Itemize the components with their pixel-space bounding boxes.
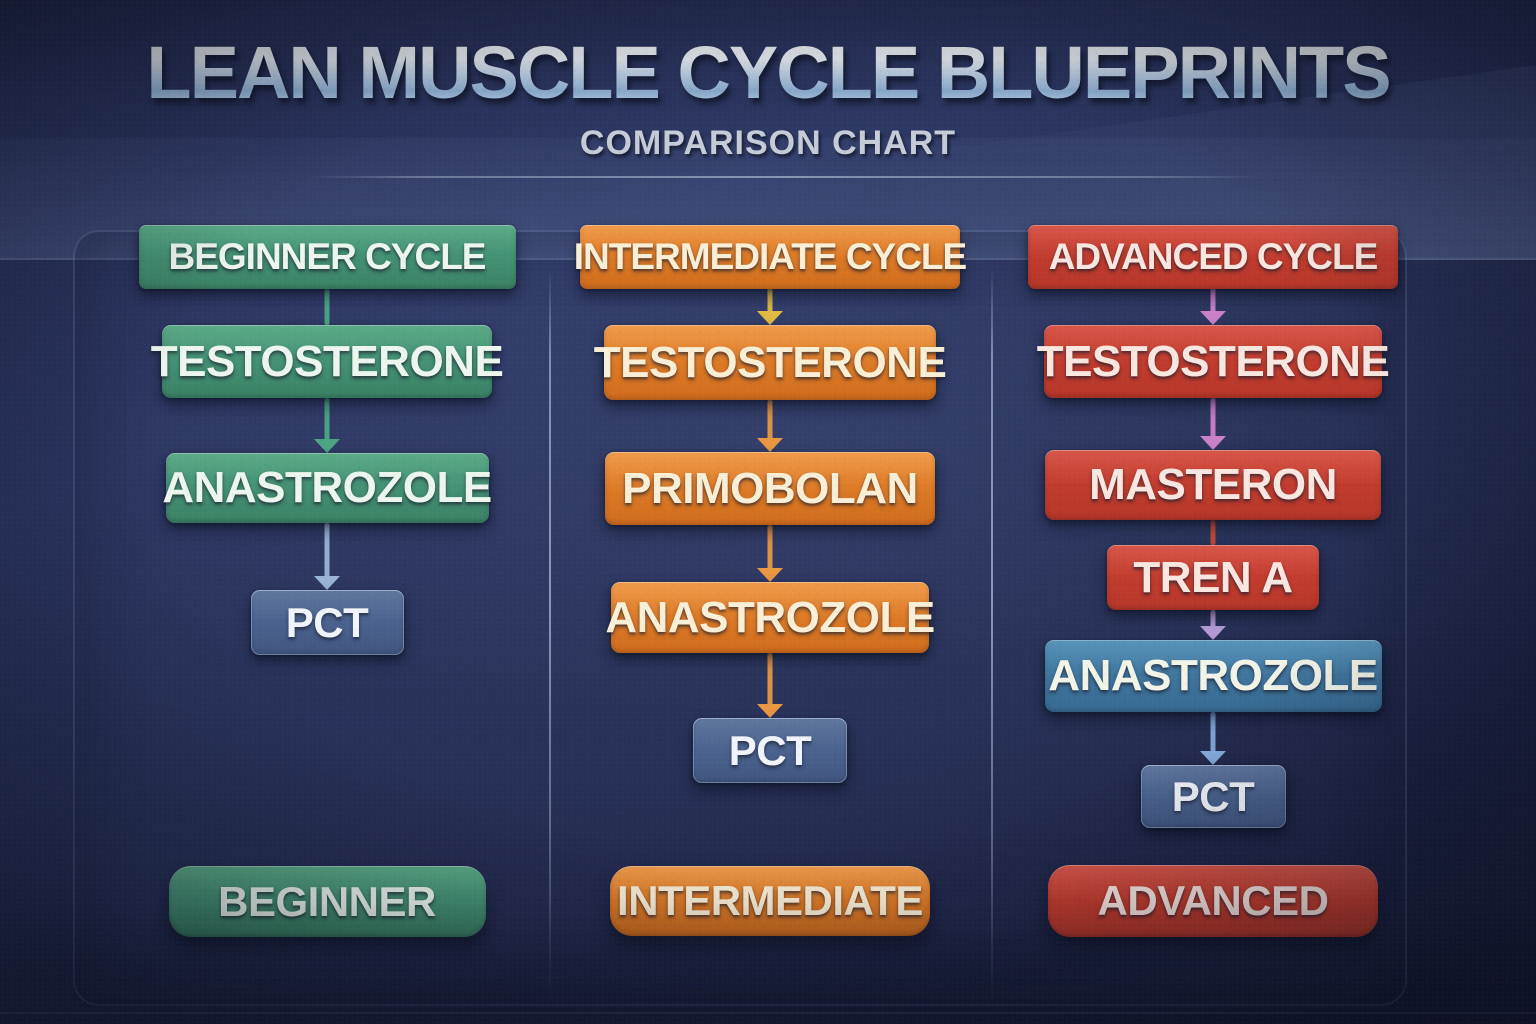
advanced-step-anastrozole: ANASTROZOLE (1044, 640, 1382, 712)
arrow-stem (324, 523, 330, 579)
beginner-down-arrow-icon-3 (314, 523, 340, 590)
arrow-stem (767, 653, 773, 707)
advanced-down-arrow-icon-5 (1200, 712, 1226, 765)
intermediate-step-testosterone: TESTOSTERONE (594, 325, 947, 400)
advanced-down-arrow-icon-4 (1200, 610, 1226, 640)
advanced-down-arrow-icon-3 (1200, 520, 1226, 545)
intermediate-step-anastrozole: ANASTROZOLE (605, 582, 935, 653)
intermediate-header: INTERMEDIATE CYCLE (574, 225, 967, 289)
arrow-stem (767, 400, 773, 441)
intermediate-step-primobolan: PRIMOBOLAN (605, 452, 935, 525)
page-title: LEAN MUSCLE CYCLE BLUEPRINTS (0, 30, 1536, 115)
intermediate-down-arrow-icon-2 (757, 400, 783, 452)
title-divider-line (310, 176, 1260, 178)
intermediate-down-arrow-icon-1 (757, 288, 783, 325)
page-subtitle: COMPARISON CHART (579, 124, 957, 162)
beginner-down-arrow-icon-1 (314, 289, 340, 325)
arrow-stem (767, 525, 773, 571)
arrow-stem (1210, 398, 1216, 439)
intermediate-step-pct: PCT (693, 718, 847, 783)
arrow-stem (767, 288, 773, 314)
arrowhead-icon (314, 576, 340, 590)
beginner-step-anastrozole: ANASTROZOLE (162, 453, 492, 523)
beginner-step-pct: PCT (250, 590, 404, 655)
advanced-header: ADVANCED CYCLE (1028, 225, 1398, 289)
arrowhead-icon (757, 438, 783, 452)
beginner-header: BEGINNER CYCLE (138, 225, 516, 289)
arrowhead-icon (757, 311, 783, 325)
beginner-footer-badge: BEGINNER (168, 866, 486, 937)
advanced-down-arrow-icon-2 (1200, 398, 1226, 450)
advanced-step-pct: PCT (1140, 765, 1286, 828)
arrowhead-icon (1200, 751, 1226, 765)
bottom-edge-line (0, 1012, 1536, 1014)
arrowhead-icon (757, 568, 783, 582)
arrowhead-icon (1200, 436, 1226, 450)
arrowhead-icon (314, 439, 340, 453)
arrow-stem (1210, 610, 1216, 629)
arrowhead-icon (757, 704, 783, 718)
arrowhead-icon (1200, 311, 1226, 325)
column-divider-line-1 (549, 268, 551, 1004)
arrow-stem (1210, 520, 1216, 545)
advanced-step-tren-a: TREN A (1107, 545, 1319, 610)
beginner-step-testosterone: TESTOSTERONE (151, 325, 504, 398)
advanced-down-arrow-icon-1 (1200, 288, 1226, 325)
advanced-footer-badge: ADVANCED (1048, 865, 1378, 937)
intermediate-footer-badge: INTERMEDIATE (610, 866, 930, 936)
advanced-step-testosterone: TESTOSTERONE (1037, 325, 1390, 398)
arrow-stem (1210, 712, 1216, 754)
arrowhead-icon (1200, 626, 1226, 640)
arrow-stem (1210, 288, 1216, 314)
advanced-step-masteron: MASTERON (1045, 450, 1381, 520)
arrow-stem (324, 289, 330, 325)
column-divider-line-2 (991, 268, 993, 1004)
intermediate-down-arrow-icon-3 (757, 525, 783, 582)
beginner-down-arrow-icon-2 (314, 398, 340, 453)
arrow-stem (324, 398, 330, 442)
intermediate-down-arrow-icon-4 (757, 653, 783, 718)
